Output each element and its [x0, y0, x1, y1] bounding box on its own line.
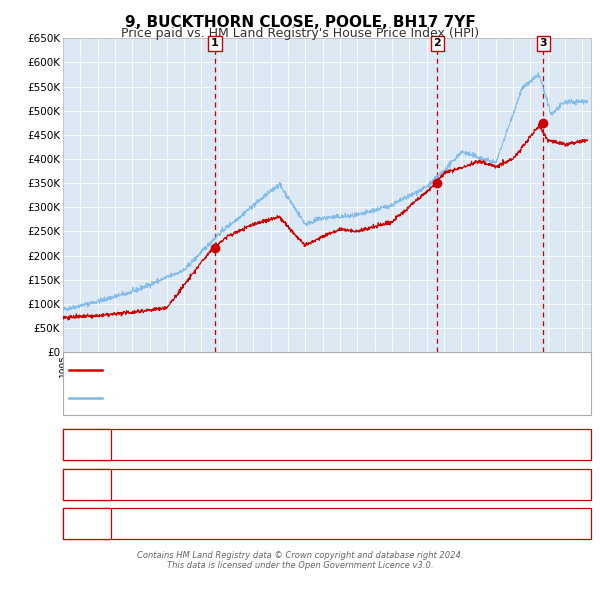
Text: 27-SEP-2022: 27-SEP-2022 [143, 519, 215, 529]
Text: Price paid vs. HM Land Registry's House Price Index (HPI): Price paid vs. HM Land Registry's House … [121, 27, 479, 40]
Text: 10-OCT-2003: 10-OCT-2003 [143, 440, 215, 450]
Text: Contains HM Land Registry data © Crown copyright and database right 2024.
This d: Contains HM Land Registry data © Crown c… [137, 550, 463, 570]
Text: 1: 1 [83, 438, 91, 451]
Text: £350,000: £350,000 [301, 479, 353, 489]
Text: 3: 3 [539, 38, 547, 48]
Text: 1: 1 [211, 38, 219, 48]
Text: 21% ↓ HPI: 21% ↓ HPI [419, 440, 478, 450]
Text: £475,000: £475,000 [301, 519, 353, 529]
Text: HPI: Average price, detached house, Bournemouth Christchurch and Poole: HPI: Average price, detached house, Bour… [108, 393, 472, 403]
Text: 3: 3 [83, 517, 91, 530]
Text: £215,000: £215,000 [301, 440, 353, 450]
Text: 2: 2 [83, 477, 91, 490]
Text: 9, BUCKTHORN CLOSE, POOLE, BH17 7YF (detached house): 9, BUCKTHORN CLOSE, POOLE, BH17 7YF (det… [108, 365, 398, 375]
Text: 17% ↓ HPI: 17% ↓ HPI [419, 519, 478, 529]
Text: 2: 2 [433, 38, 441, 48]
Text: 9, BUCKTHORN CLOSE, POOLE, BH17 7YF: 9, BUCKTHORN CLOSE, POOLE, BH17 7YF [125, 15, 475, 30]
Text: 12-AUG-2016: 12-AUG-2016 [142, 479, 217, 489]
Text: 15% ↓ HPI: 15% ↓ HPI [419, 479, 478, 489]
